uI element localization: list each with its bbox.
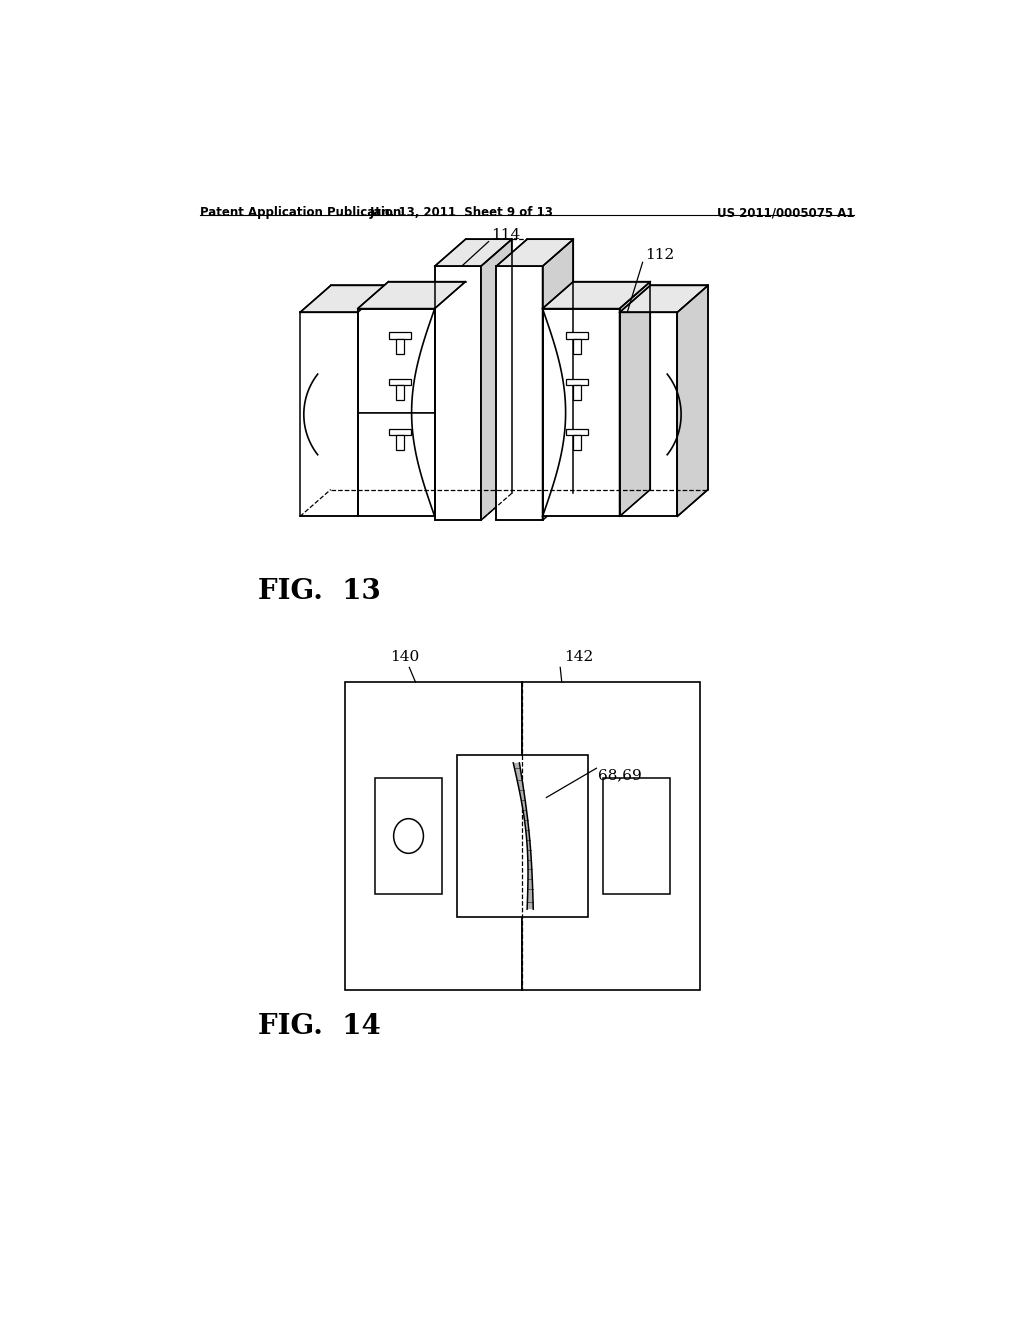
Text: Jan. 13, 2011  Sheet 9 of 13: Jan. 13, 2011 Sheet 9 of 13 [370,206,554,219]
Ellipse shape [393,818,424,853]
Polygon shape [357,412,435,516]
Polygon shape [572,434,582,450]
Polygon shape [396,339,404,354]
Polygon shape [376,779,441,894]
Polygon shape [497,239,573,267]
Polygon shape [481,239,512,520]
Polygon shape [677,285,708,516]
Polygon shape [543,281,650,309]
Polygon shape [620,281,650,516]
Polygon shape [300,313,357,516]
Polygon shape [566,379,588,385]
Text: 68,69: 68,69 [598,768,642,783]
Polygon shape [572,385,582,400]
Polygon shape [357,309,435,412]
Polygon shape [357,281,466,309]
Polygon shape [620,285,708,313]
Polygon shape [513,763,534,909]
Text: 140: 140 [390,649,419,664]
Text: 142: 142 [564,649,593,664]
Text: Patent Application Publication: Patent Application Publication [200,206,401,219]
Polygon shape [543,309,620,516]
Polygon shape [389,379,411,385]
Polygon shape [435,239,512,267]
Text: FIG.  13: FIG. 13 [258,578,380,605]
Polygon shape [345,682,522,990]
Polygon shape [389,429,411,434]
Text: 112: 112 [645,248,674,263]
Text: 114: 114 [490,227,520,242]
Polygon shape [396,385,404,400]
Polygon shape [522,682,700,990]
Polygon shape [566,333,588,339]
Text: US 2011/0005075 A1: US 2011/0005075 A1 [717,206,854,219]
Polygon shape [396,434,404,450]
Polygon shape [435,267,481,520]
Polygon shape [543,239,573,520]
Polygon shape [300,285,388,313]
Polygon shape [566,429,588,434]
Polygon shape [603,779,670,894]
Polygon shape [572,339,582,354]
Polygon shape [497,267,543,520]
Polygon shape [620,313,677,516]
Text: FIG.  14: FIG. 14 [258,1014,380,1040]
Polygon shape [389,333,411,339]
